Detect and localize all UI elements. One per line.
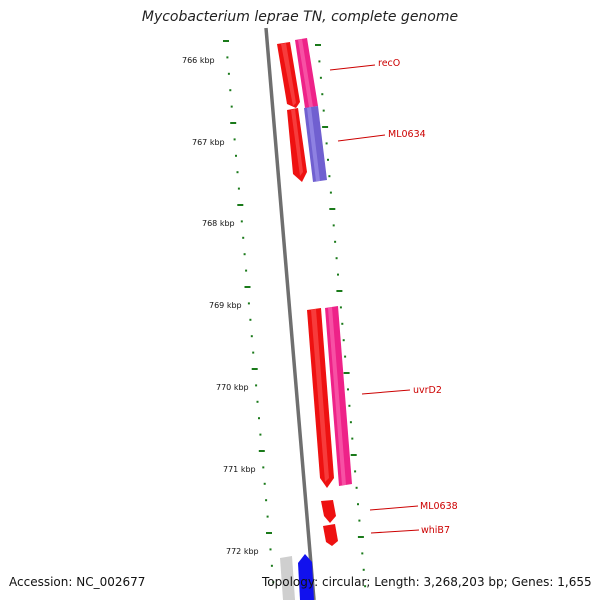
gene-ML0634-cds[interactable] (304, 106, 327, 182)
kbp-label-769: 769 kbp (209, 301, 242, 310)
gene-recO-cds[interactable] (295, 38, 318, 108)
gene-label-uvrD2[interactable]: uvrD2 (413, 385, 442, 396)
right-tick-track (315, 44, 367, 588)
accession-text: Accession: NC_002677 (9, 575, 146, 589)
gene-uvrD2-cds[interactable] (325, 306, 352, 486)
label-line-ML0634 (337, 134, 386, 142)
kbp-label-772: 772 kbp (226, 547, 259, 556)
gene-gray[interactable] (280, 556, 295, 600)
gene-ML0638-red[interactable] (321, 500, 336, 523)
gene-recO-red[interactable] (277, 42, 300, 108)
kbp-label-767: 767 kbp (192, 138, 225, 147)
genome-backbone (264, 27, 316, 600)
topology-text: Topology: circular; Length: 3,268,203 bp… (262, 575, 592, 589)
left-tick-track (223, 40, 275, 584)
map-title: Mycobacterium leprae TN, complete genome (141, 9, 459, 25)
label-line-recO (329, 64, 376, 71)
gene-label-whiB7[interactable]: whiB7 (421, 525, 450, 536)
gene-ML0634-red[interactable] (287, 108, 307, 182)
kbp-label-766: 766 kbp (182, 56, 215, 65)
gene-whiB7-red[interactable] (323, 524, 338, 546)
label-line-whiB7 (370, 529, 420, 534)
kbp-label-770: 770 kbp (216, 383, 249, 392)
kbp-label-771: 771 kbp (223, 465, 256, 474)
label-line-uvrD2 (361, 389, 411, 395)
label-line-ML0638 (369, 505, 419, 511)
kbp-label-768: 768 kbp (202, 219, 235, 228)
gene-label-ML0638[interactable]: ML0638 (420, 501, 458, 512)
gene-uvrD2-red[interactable] (307, 308, 334, 488)
gene-blue[interactable] (298, 554, 314, 600)
gene-label-recO[interactable]: recO (378, 58, 400, 69)
gene-label-ML0634[interactable]: ML0634 (388, 129, 426, 140)
